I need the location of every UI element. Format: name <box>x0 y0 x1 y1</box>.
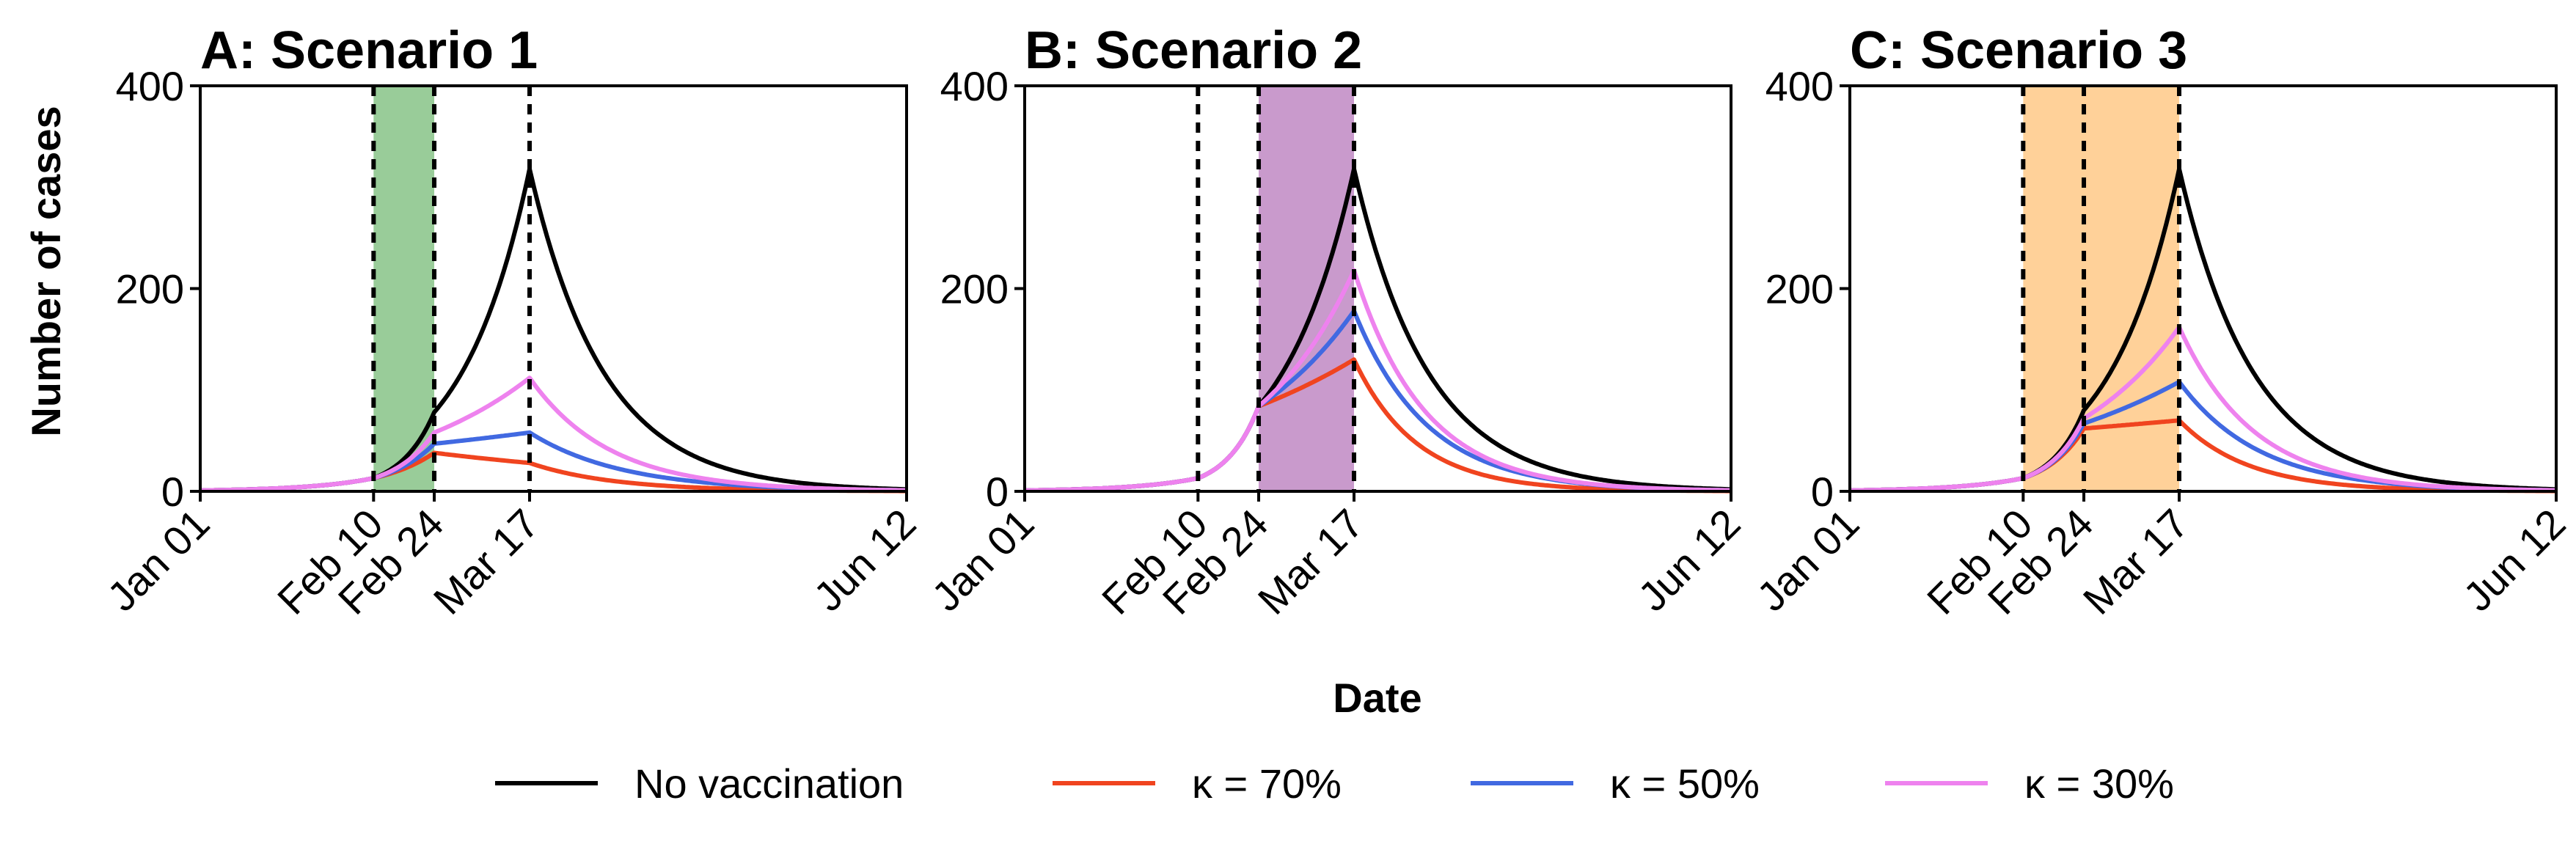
y-tick-label: 0 <box>161 469 184 515</box>
y-tick-label: 400 <box>1765 63 1834 109</box>
x-tick-label: Jun 12 <box>2454 500 2574 620</box>
legend: No vaccination κ = 70% κ = 50% κ = 30% <box>495 760 2174 807</box>
legend-entry: κ = 70% <box>1053 760 1342 807</box>
y-tick-label: 200 <box>116 266 184 312</box>
axes-frame <box>1023 84 1732 493</box>
y-tick-label: 400 <box>940 63 1009 109</box>
y-axis-label: Number of cases <box>23 106 69 436</box>
series-line-kappa-30 <box>1024 268 1731 493</box>
panel-title: C: Scenario 3 <box>1850 21 2187 80</box>
x-axis-label: Date <box>1333 675 1421 721</box>
series-line-no-vaccination <box>200 166 907 493</box>
legend-entry: κ = 30% <box>1885 760 2174 807</box>
x-tick-label: Jun 12 <box>805 500 924 620</box>
series-line-kappa-30 <box>1849 325 2556 493</box>
shaded-window <box>2023 86 2180 491</box>
x-tick-label: Mar 17 <box>1249 500 1372 623</box>
legend-entry: No vaccination <box>495 760 904 807</box>
shaded-window <box>1259 86 1355 491</box>
legend-label: κ = 50% <box>1610 760 1760 807</box>
legend-label: κ = 70% <box>1192 760 1342 807</box>
series-line-kappa-50 <box>1849 379 2556 493</box>
legend-label: No vaccination <box>634 760 904 807</box>
legend-entry: κ = 50% <box>1471 760 1760 807</box>
y-tick-label: 400 <box>116 63 184 109</box>
axes-frame <box>199 84 908 493</box>
x-tick-label: Mar 17 <box>425 500 548 623</box>
y-tick-label: 200 <box>1765 266 1834 312</box>
y-tick-label: 0 <box>986 469 1009 515</box>
y-tick-label: 200 <box>940 266 1009 312</box>
x-tick-label: Jan 01 <box>923 500 1042 620</box>
panel-title: A: Scenario 1 <box>200 21 538 80</box>
axes-frame <box>1848 84 2558 493</box>
series-line-kappa-70 <box>1024 357 1731 494</box>
x-tick-label: Jun 12 <box>1629 500 1749 620</box>
x-tick-label: Mar 17 <box>2074 500 2198 623</box>
y-tick-label: 0 <box>1811 469 1834 515</box>
series-line-kappa-70 <box>1849 418 2556 494</box>
x-tick-label: Jan 01 <box>1748 500 1867 620</box>
panel-title: B: Scenario 2 <box>1025 21 1362 80</box>
x-tick-label: Jan 01 <box>98 500 218 620</box>
series-line-kappa-30 <box>200 375 907 493</box>
legend-label: κ = 30% <box>2024 760 2174 807</box>
shaded-window <box>373 86 435 491</box>
